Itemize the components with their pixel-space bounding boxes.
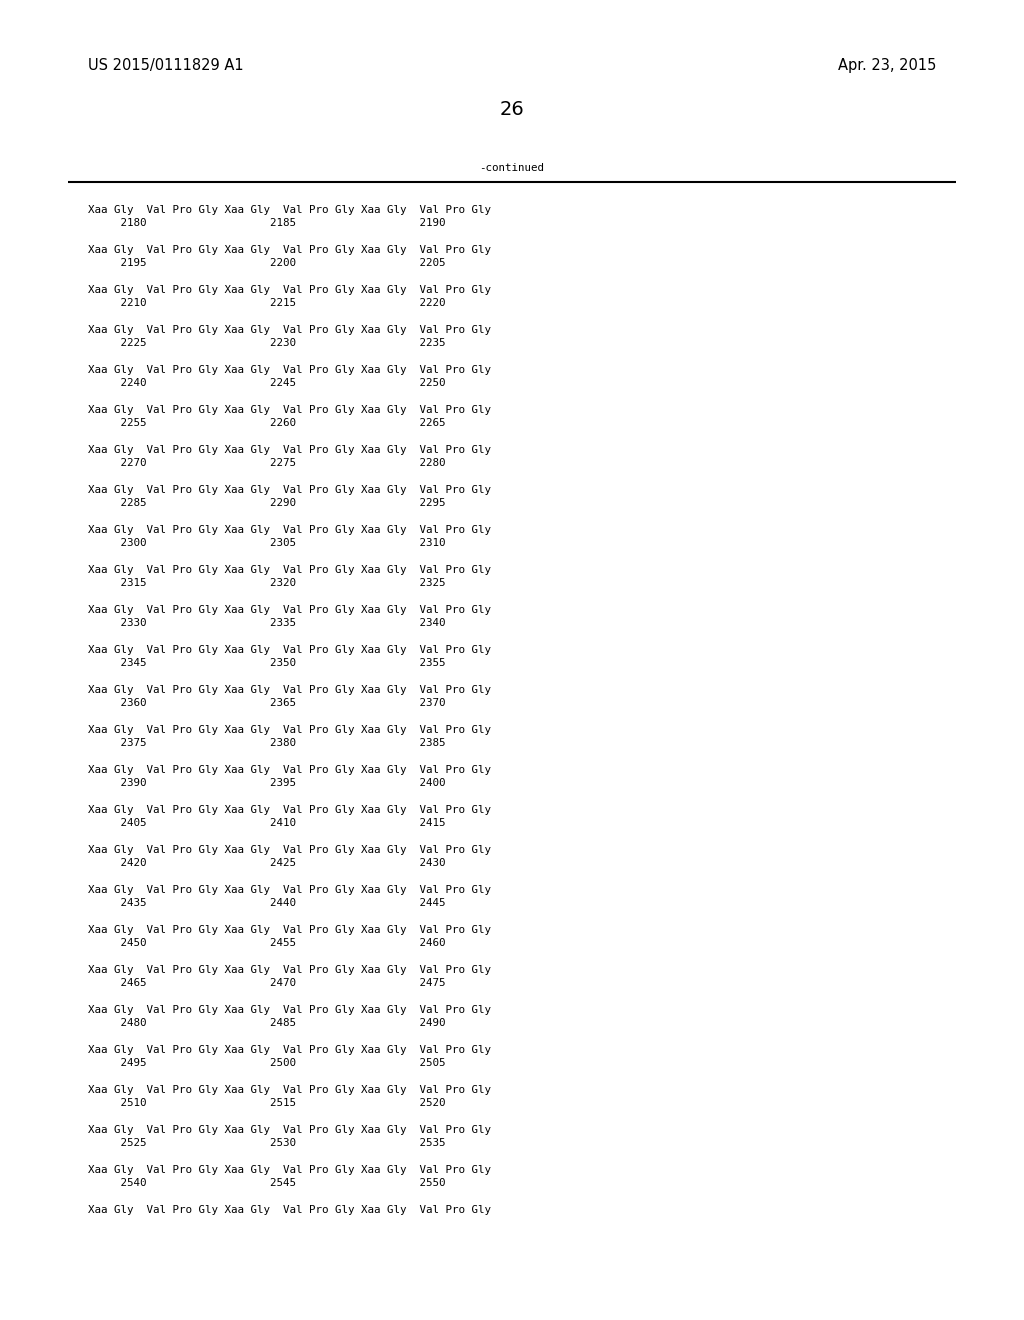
Text: 2315                   2320                   2325: 2315 2320 2325: [88, 578, 445, 587]
Text: Xaa Gly  Val Pro Gly Xaa Gly  Val Pro Gly Xaa Gly  Val Pro Gly: Xaa Gly Val Pro Gly Xaa Gly Val Pro Gly …: [88, 1045, 490, 1055]
Text: Xaa Gly  Val Pro Gly Xaa Gly  Val Pro Gly Xaa Gly  Val Pro Gly: Xaa Gly Val Pro Gly Xaa Gly Val Pro Gly …: [88, 925, 490, 935]
Text: 2540                   2545                   2550: 2540 2545 2550: [88, 1177, 445, 1188]
Text: Xaa Gly  Val Pro Gly Xaa Gly  Val Pro Gly Xaa Gly  Val Pro Gly: Xaa Gly Val Pro Gly Xaa Gly Val Pro Gly …: [88, 1205, 490, 1214]
Text: 2390                   2395                   2400: 2390 2395 2400: [88, 777, 445, 788]
Text: Xaa Gly  Val Pro Gly Xaa Gly  Val Pro Gly Xaa Gly  Val Pro Gly: Xaa Gly Val Pro Gly Xaa Gly Val Pro Gly …: [88, 565, 490, 576]
Text: 2255                   2260                   2265: 2255 2260 2265: [88, 418, 445, 428]
Text: -continued: -continued: [479, 162, 545, 173]
Text: Xaa Gly  Val Pro Gly Xaa Gly  Val Pro Gly Xaa Gly  Val Pro Gly: Xaa Gly Val Pro Gly Xaa Gly Val Pro Gly …: [88, 605, 490, 615]
Text: Xaa Gly  Val Pro Gly Xaa Gly  Val Pro Gly Xaa Gly  Val Pro Gly: Xaa Gly Val Pro Gly Xaa Gly Val Pro Gly …: [88, 246, 490, 255]
Text: Xaa Gly  Val Pro Gly Xaa Gly  Val Pro Gly Xaa Gly  Val Pro Gly: Xaa Gly Val Pro Gly Xaa Gly Val Pro Gly …: [88, 766, 490, 775]
Text: Xaa Gly  Val Pro Gly Xaa Gly  Val Pro Gly Xaa Gly  Val Pro Gly: Xaa Gly Val Pro Gly Xaa Gly Val Pro Gly …: [88, 445, 490, 455]
Text: 2450                   2455                   2460: 2450 2455 2460: [88, 939, 445, 948]
Text: Xaa Gly  Val Pro Gly Xaa Gly  Val Pro Gly Xaa Gly  Val Pro Gly: Xaa Gly Val Pro Gly Xaa Gly Val Pro Gly …: [88, 1085, 490, 1096]
Text: 2330                   2335                   2340: 2330 2335 2340: [88, 618, 445, 628]
Text: 2375                   2380                   2385: 2375 2380 2385: [88, 738, 445, 748]
Text: 2405                   2410                   2415: 2405 2410 2415: [88, 818, 445, 828]
Text: 2435                   2440                   2445: 2435 2440 2445: [88, 898, 445, 908]
Text: 2180                   2185                   2190: 2180 2185 2190: [88, 218, 445, 228]
Text: 26: 26: [500, 100, 524, 119]
Text: Xaa Gly  Val Pro Gly Xaa Gly  Val Pro Gly Xaa Gly  Val Pro Gly: Xaa Gly Val Pro Gly Xaa Gly Val Pro Gly …: [88, 845, 490, 855]
Text: 2300                   2305                   2310: 2300 2305 2310: [88, 539, 445, 548]
Text: 2495                   2500                   2505: 2495 2500 2505: [88, 1059, 445, 1068]
Text: Xaa Gly  Val Pro Gly Xaa Gly  Val Pro Gly Xaa Gly  Val Pro Gly: Xaa Gly Val Pro Gly Xaa Gly Val Pro Gly …: [88, 1125, 490, 1135]
Text: 2510                   2515                   2520: 2510 2515 2520: [88, 1098, 445, 1107]
Text: Xaa Gly  Val Pro Gly Xaa Gly  Val Pro Gly Xaa Gly  Val Pro Gly: Xaa Gly Val Pro Gly Xaa Gly Val Pro Gly …: [88, 325, 490, 335]
Text: Xaa Gly  Val Pro Gly Xaa Gly  Val Pro Gly Xaa Gly  Val Pro Gly: Xaa Gly Val Pro Gly Xaa Gly Val Pro Gly …: [88, 1166, 490, 1175]
Text: 2285                   2290                   2295: 2285 2290 2295: [88, 498, 445, 508]
Text: Xaa Gly  Val Pro Gly Xaa Gly  Val Pro Gly Xaa Gly  Val Pro Gly: Xaa Gly Val Pro Gly Xaa Gly Val Pro Gly …: [88, 884, 490, 895]
Text: 2525                   2530                   2535: 2525 2530 2535: [88, 1138, 445, 1148]
Text: Xaa Gly  Val Pro Gly Xaa Gly  Val Pro Gly Xaa Gly  Val Pro Gly: Xaa Gly Val Pro Gly Xaa Gly Val Pro Gly …: [88, 1005, 490, 1015]
Text: Xaa Gly  Val Pro Gly Xaa Gly  Val Pro Gly Xaa Gly  Val Pro Gly: Xaa Gly Val Pro Gly Xaa Gly Val Pro Gly …: [88, 965, 490, 975]
Text: 2195                   2200                   2205: 2195 2200 2205: [88, 257, 445, 268]
Text: Xaa Gly  Val Pro Gly Xaa Gly  Val Pro Gly Xaa Gly  Val Pro Gly: Xaa Gly Val Pro Gly Xaa Gly Val Pro Gly …: [88, 205, 490, 215]
Text: 2360                   2365                   2370: 2360 2365 2370: [88, 698, 445, 708]
Text: Xaa Gly  Val Pro Gly Xaa Gly  Val Pro Gly Xaa Gly  Val Pro Gly: Xaa Gly Val Pro Gly Xaa Gly Val Pro Gly …: [88, 366, 490, 375]
Text: 2480                   2485                   2490: 2480 2485 2490: [88, 1018, 445, 1028]
Text: Xaa Gly  Val Pro Gly Xaa Gly  Val Pro Gly Xaa Gly  Val Pro Gly: Xaa Gly Val Pro Gly Xaa Gly Val Pro Gly …: [88, 484, 490, 495]
Text: 2465                   2470                   2475: 2465 2470 2475: [88, 978, 445, 987]
Text: 2210                   2215                   2220: 2210 2215 2220: [88, 298, 445, 308]
Text: 2420                   2425                   2430: 2420 2425 2430: [88, 858, 445, 869]
Text: 2270                   2275                   2280: 2270 2275 2280: [88, 458, 445, 469]
Text: Apr. 23, 2015: Apr. 23, 2015: [838, 58, 936, 73]
Text: Xaa Gly  Val Pro Gly Xaa Gly  Val Pro Gly Xaa Gly  Val Pro Gly: Xaa Gly Val Pro Gly Xaa Gly Val Pro Gly …: [88, 725, 490, 735]
Text: Xaa Gly  Val Pro Gly Xaa Gly  Val Pro Gly Xaa Gly  Val Pro Gly: Xaa Gly Val Pro Gly Xaa Gly Val Pro Gly …: [88, 285, 490, 294]
Text: Xaa Gly  Val Pro Gly Xaa Gly  Val Pro Gly Xaa Gly  Val Pro Gly: Xaa Gly Val Pro Gly Xaa Gly Val Pro Gly …: [88, 805, 490, 814]
Text: 2225                   2230                   2235: 2225 2230 2235: [88, 338, 445, 348]
Text: Xaa Gly  Val Pro Gly Xaa Gly  Val Pro Gly Xaa Gly  Val Pro Gly: Xaa Gly Val Pro Gly Xaa Gly Val Pro Gly …: [88, 405, 490, 414]
Text: Xaa Gly  Val Pro Gly Xaa Gly  Val Pro Gly Xaa Gly  Val Pro Gly: Xaa Gly Val Pro Gly Xaa Gly Val Pro Gly …: [88, 645, 490, 655]
Text: Xaa Gly  Val Pro Gly Xaa Gly  Val Pro Gly Xaa Gly  Val Pro Gly: Xaa Gly Val Pro Gly Xaa Gly Val Pro Gly …: [88, 525, 490, 535]
Text: 2345                   2350                   2355: 2345 2350 2355: [88, 657, 445, 668]
Text: 2240                   2245                   2250: 2240 2245 2250: [88, 378, 445, 388]
Text: US 2015/0111829 A1: US 2015/0111829 A1: [88, 58, 244, 73]
Text: Xaa Gly  Val Pro Gly Xaa Gly  Val Pro Gly Xaa Gly  Val Pro Gly: Xaa Gly Val Pro Gly Xaa Gly Val Pro Gly …: [88, 685, 490, 696]
